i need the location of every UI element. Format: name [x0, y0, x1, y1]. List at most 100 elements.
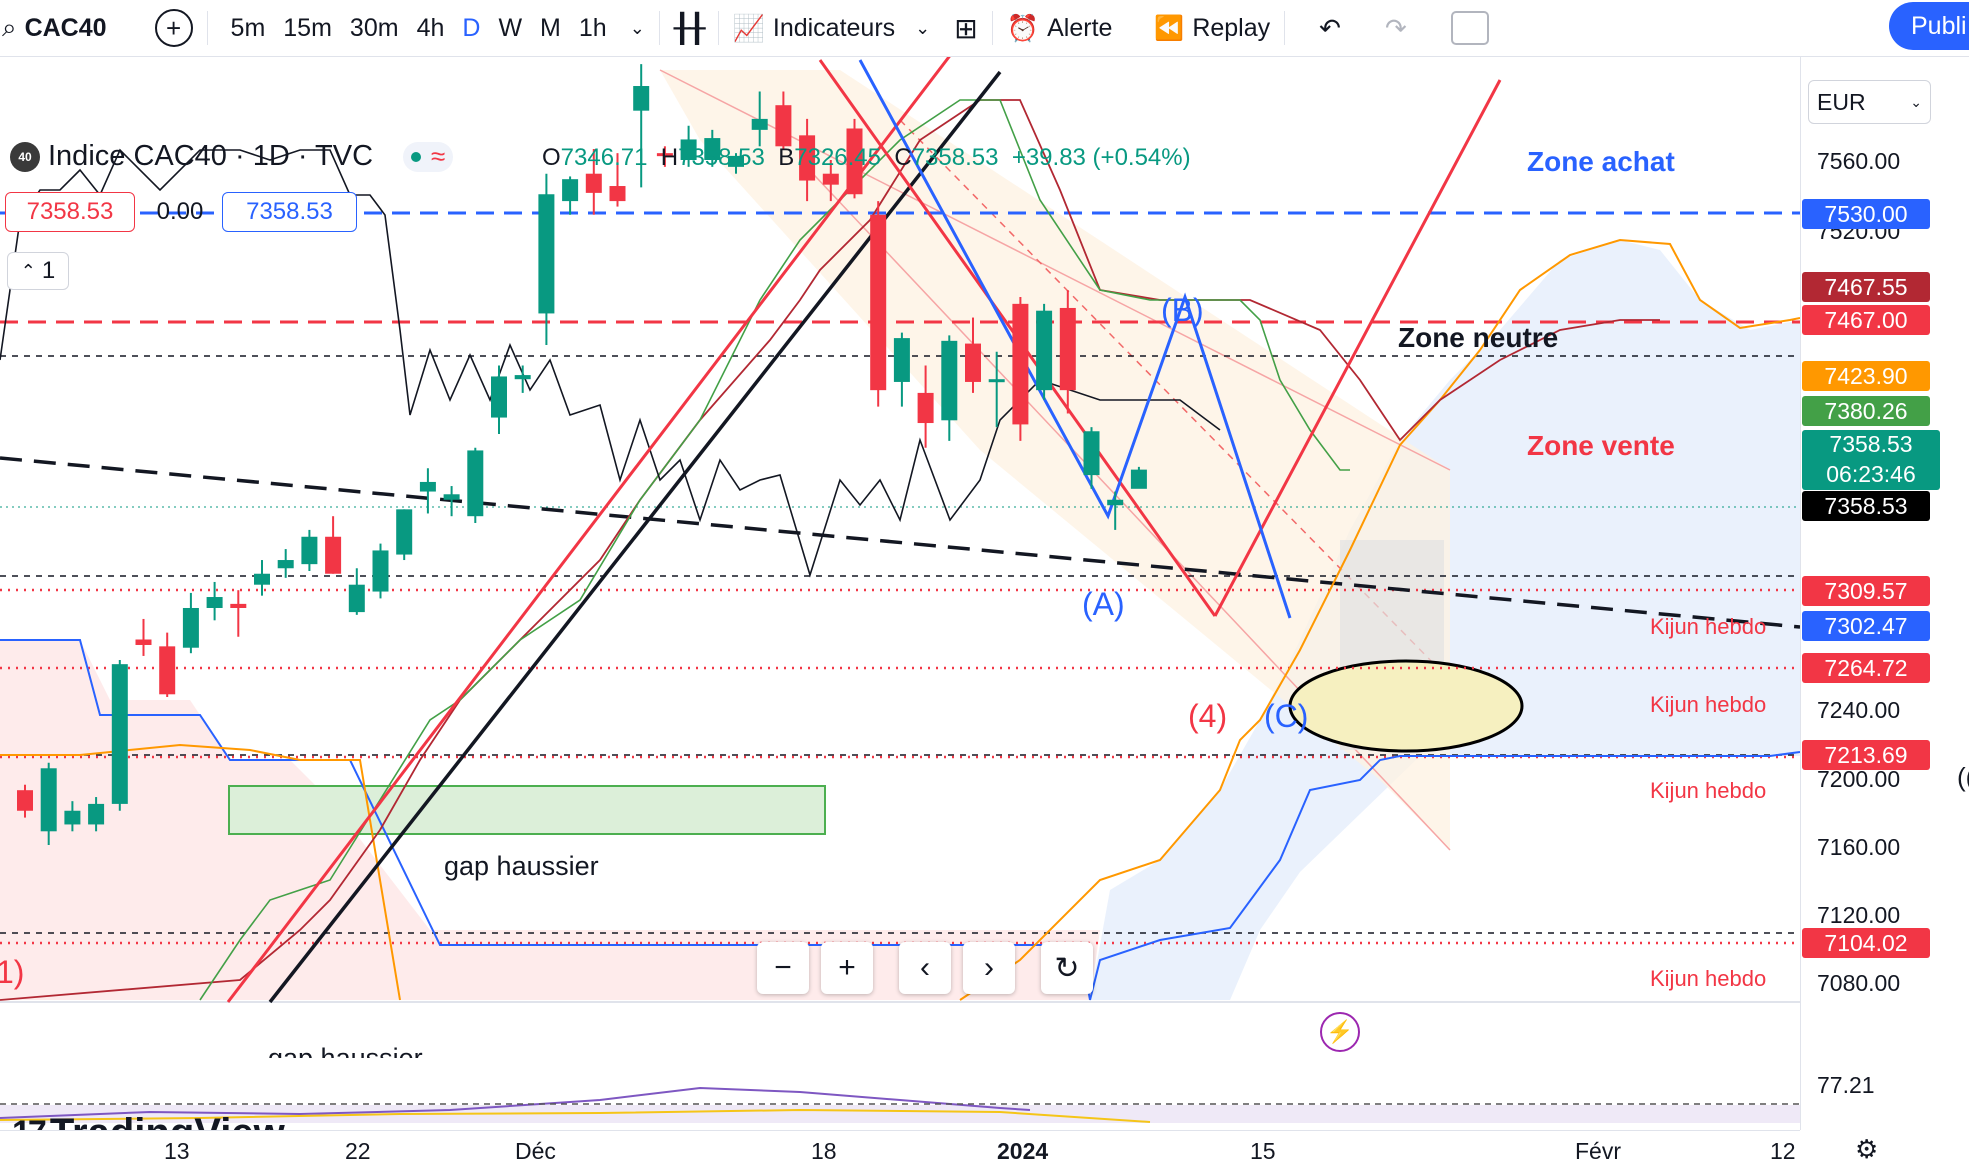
sell-price-button[interactable]: 7358.53 [5, 192, 135, 232]
interval-w[interactable]: W [498, 13, 523, 42]
zone-neutre-label[interactable]: Zone neutre [1398, 322, 1559, 353]
buy-price-button[interactable]: 7358.53 [222, 192, 357, 232]
price-label-kijun-3[interactable]: 7213.69 [1802, 740, 1930, 770]
candle-body[interactable] [941, 340, 958, 421]
indicators-collapse-button[interactable]: ⌃ 1 [7, 252, 69, 290]
currency-selector[interactable]: EUR ⌄ [1808, 80, 1931, 124]
candle-body[interactable] [514, 375, 531, 380]
candle-body[interactable] [17, 790, 33, 811]
candle-body[interactable] [704, 138, 721, 160]
alert-button[interactable]: ⏰ Alerte [1006, 12, 1113, 43]
legend-title[interactable]: Indice CAC40 · 1D · TVC [48, 140, 374, 172]
price-label-kijun-2[interactable]: 7264.72 [1802, 653, 1930, 683]
interval-4h[interactable]: 4h [416, 13, 445, 42]
candle-body[interactable] [301, 536, 318, 565]
chart-type-button[interactable]: ╂╂ [674, 0, 706, 56]
candle-body[interactable] [1036, 310, 1053, 391]
replay-button[interactable]: ⏪ Replay [1154, 13, 1271, 42]
publish-button[interactable]: Publi [1889, 2, 1969, 50]
candle-body[interactable] [372, 550, 389, 592]
candle-body[interactable] [751, 118, 768, 130]
interval-dropdown-chevron-icon[interactable]: ⌄ [629, 17, 645, 38]
candle-body[interactable] [135, 639, 152, 645]
candle-body[interactable] [799, 135, 816, 181]
interval-15m[interactable]: 15m [283, 13, 332, 42]
layout-grid-button[interactable]: ⊞ [954, 0, 977, 56]
interval-d[interactable]: D [462, 13, 481, 42]
wave-a-label[interactable]: (A) [1082, 586, 1125, 622]
time-axis[interactable] [0, 1130, 1969, 1174]
candle-body[interactable] [159, 646, 176, 695]
candle-body[interactable] [1059, 307, 1076, 391]
candle-body[interactable] [467, 450, 484, 517]
wave-4-label[interactable]: (4) [1188, 698, 1228, 734]
zoom-in-button[interactable]: + [821, 942, 873, 994]
candle-body[interactable] [585, 173, 602, 193]
price-label-zone-vente[interactable]: 7467.00 [1802, 305, 1930, 335]
interval-1h[interactable]: 1h [578, 13, 607, 42]
candle-body[interactable] [633, 86, 650, 111]
candle-body[interactable] [277, 560, 294, 569]
wave-b-label[interactable]: (B) [1161, 292, 1204, 328]
price-label-trendline[interactable]: 7302.47 [1802, 611, 1930, 641]
lightning-event-icon[interactable]: ⚡ [1320, 1012, 1360, 1052]
candle-body[interactable] [893, 338, 910, 382]
symbol-search[interactable]: ⌕ CAC40 [2, 12, 107, 42]
last-price-label[interactable]: 7358.53 06:23:46 [1802, 430, 1940, 490]
interval-5m[interactable]: 5m [230, 13, 266, 42]
candle-body[interactable] [846, 128, 863, 195]
price-label-ichimoku[interactable]: 7467.55 [1802, 272, 1930, 302]
candle-body[interactable] [88, 803, 105, 825]
wave-c-label[interactable]: (C) [1264, 698, 1309, 734]
candle-body[interactable] [965, 343, 981, 382]
candle-body[interactable] [491, 376, 507, 418]
crosshair-price-label[interactable]: 7358.53 [1802, 491, 1930, 521]
candle-body[interactable] [1083, 431, 1100, 476]
candle-body[interactable] [870, 214, 887, 391]
candle-body[interactable] [64, 810, 81, 825]
candle-body[interactable] [1130, 469, 1147, 489]
candle-body[interactable] [1107, 499, 1124, 506]
candle-body[interactable] [728, 155, 744, 167]
indicators-button[interactable]: 📈 Indicateurs ⌄ [732, 12, 931, 43]
interval-30m[interactable]: 30m [349, 13, 399, 42]
chart-area[interactable]: 40 Indice CAC40 · 1D · TVC ≈ O7346.71 H7… [0, 56, 1800, 1155]
compare-symbol-button[interactable]: + [154, 0, 193, 56]
candle-body[interactable] [1012, 303, 1029, 425]
candle-body[interactable] [419, 481, 436, 492]
scroll-left-button[interactable]: ‹ [899, 942, 951, 994]
price-chart[interactable] [0, 56, 1800, 1130]
undo-button[interactable]: ↶ [1319, 0, 1341, 56]
candle-body[interactable] [182, 607, 199, 648]
candle-body[interactable] [822, 173, 839, 185]
zone-vente-label[interactable]: Zone vente [1527, 430, 1675, 461]
zoom-out-button[interactable]: − [757, 942, 809, 994]
scroll-right-button[interactable]: › [963, 942, 1015, 994]
price-label-zone-achat[interactable]: 7530.00 [1802, 199, 1930, 229]
candle-body[interactable] [40, 768, 57, 832]
candle-body[interactable] [656, 153, 673, 157]
candle-body[interactable] [775, 105, 792, 147]
candle-body[interactable] [609, 186, 626, 202]
candle-body[interactable] [325, 536, 342, 574]
market-status-pill[interactable]: ≈ [403, 141, 454, 172]
candle-body[interactable] [680, 139, 697, 160]
candle-body[interactable] [562, 179, 579, 202]
reset-chart-button[interactable]: ↻ [1041, 942, 1093, 994]
price-label-kijun-1[interactable]: 7309.57 [1802, 576, 1930, 606]
redo-button[interactable]: ↷ [1385, 0, 1407, 56]
gap-haussier-label[interactable]: gap haussier [444, 851, 599, 881]
chart-legend[interactable]: 40 Indice CAC40 · 1D · TVC ≈ [10, 140, 454, 173]
candle-body[interactable] [396, 509, 413, 555]
candle-body[interactable] [348, 584, 365, 613]
candle-body[interactable] [254, 573, 270, 585]
candle-body[interactable] [111, 664, 128, 804]
chart-settings-gear-icon[interactable]: ⚙ [1855, 1134, 1879, 1164]
candle-body[interactable] [230, 603, 247, 608]
candle-body[interactable] [538, 194, 555, 314]
candle-body[interactable] [206, 597, 223, 608]
candle-body[interactable] [443, 494, 460, 500]
candle-body[interactable] [988, 379, 1005, 383]
fullscreen-button[interactable] [1450, 0, 1489, 56]
price-label-ichimoku[interactable]: 7380.26 [1802, 396, 1930, 426]
